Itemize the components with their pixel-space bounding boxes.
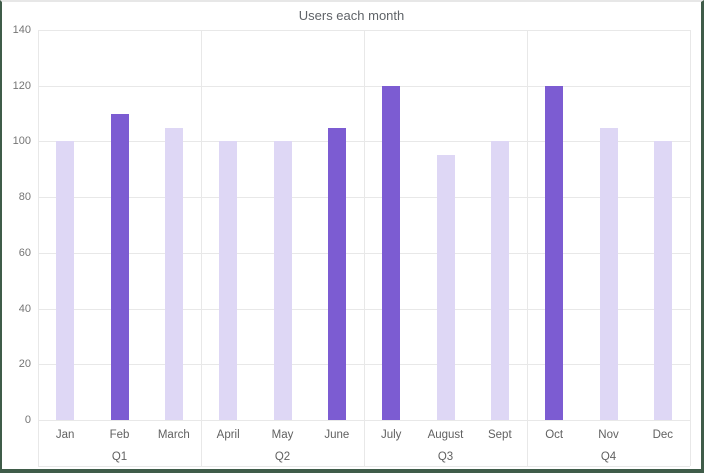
plot-right-border <box>690 30 691 466</box>
month-label-oct: Oct <box>545 429 564 441</box>
bar-may <box>273 141 292 420</box>
y-axis-label-60: 60 <box>18 246 31 259</box>
axis-bottom-border <box>38 466 690 467</box>
bar-april <box>219 141 238 420</box>
bar-march <box>164 127 183 420</box>
quarter-separator-2 <box>364 30 365 466</box>
month-label-march: March <box>157 429 190 441</box>
month-label-nov: Nov <box>598 429 619 441</box>
month-label-feb: Feb <box>109 429 130 441</box>
month-label-june: June <box>324 429 350 441</box>
bar-oct <box>545 85 564 420</box>
y-axis-label-120: 120 <box>12 79 31 92</box>
y-axis-label-40: 40 <box>18 302 31 315</box>
bar-nov <box>599 127 618 420</box>
month-label-sept: Sept <box>487 429 512 441</box>
y-axis-label-80: 80 <box>18 191 31 204</box>
month-label-may: May <box>271 429 294 441</box>
y-axis-label-0: 0 <box>24 414 31 426</box>
chart-title: Users each month <box>298 8 405 23</box>
bar-july <box>382 85 401 420</box>
quarter-label-q3: Q3 <box>437 451 454 463</box>
y-axis-label-100: 100 <box>12 135 31 148</box>
month-label-jan: Jan <box>55 429 75 441</box>
quarter-label-q2: Q2 <box>274 451 291 463</box>
month-label-july: July <box>380 429 402 441</box>
month-label-dec: Dec <box>652 429 674 441</box>
quarter-separator-1 <box>201 30 202 466</box>
quarter-separator-3 <box>527 30 528 466</box>
bar-sept <box>490 141 509 420</box>
quarter-label-q1: Q1 <box>111 451 128 463</box>
y-axis-line <box>38 30 39 466</box>
month-label-april: April <box>216 429 240 441</box>
bar-feb <box>110 113 129 420</box>
bar-august <box>436 155 455 420</box>
y-axis-label-140: 140 <box>12 24 31 36</box>
month-label-august: August <box>427 429 464 441</box>
quarter-label-q4: Q4 <box>600 451 617 463</box>
bar-jan <box>56 141 75 420</box>
bar-june <box>327 127 346 420</box>
y-axis-label-20: 20 <box>18 358 31 371</box>
bar-dec <box>653 141 672 420</box>
